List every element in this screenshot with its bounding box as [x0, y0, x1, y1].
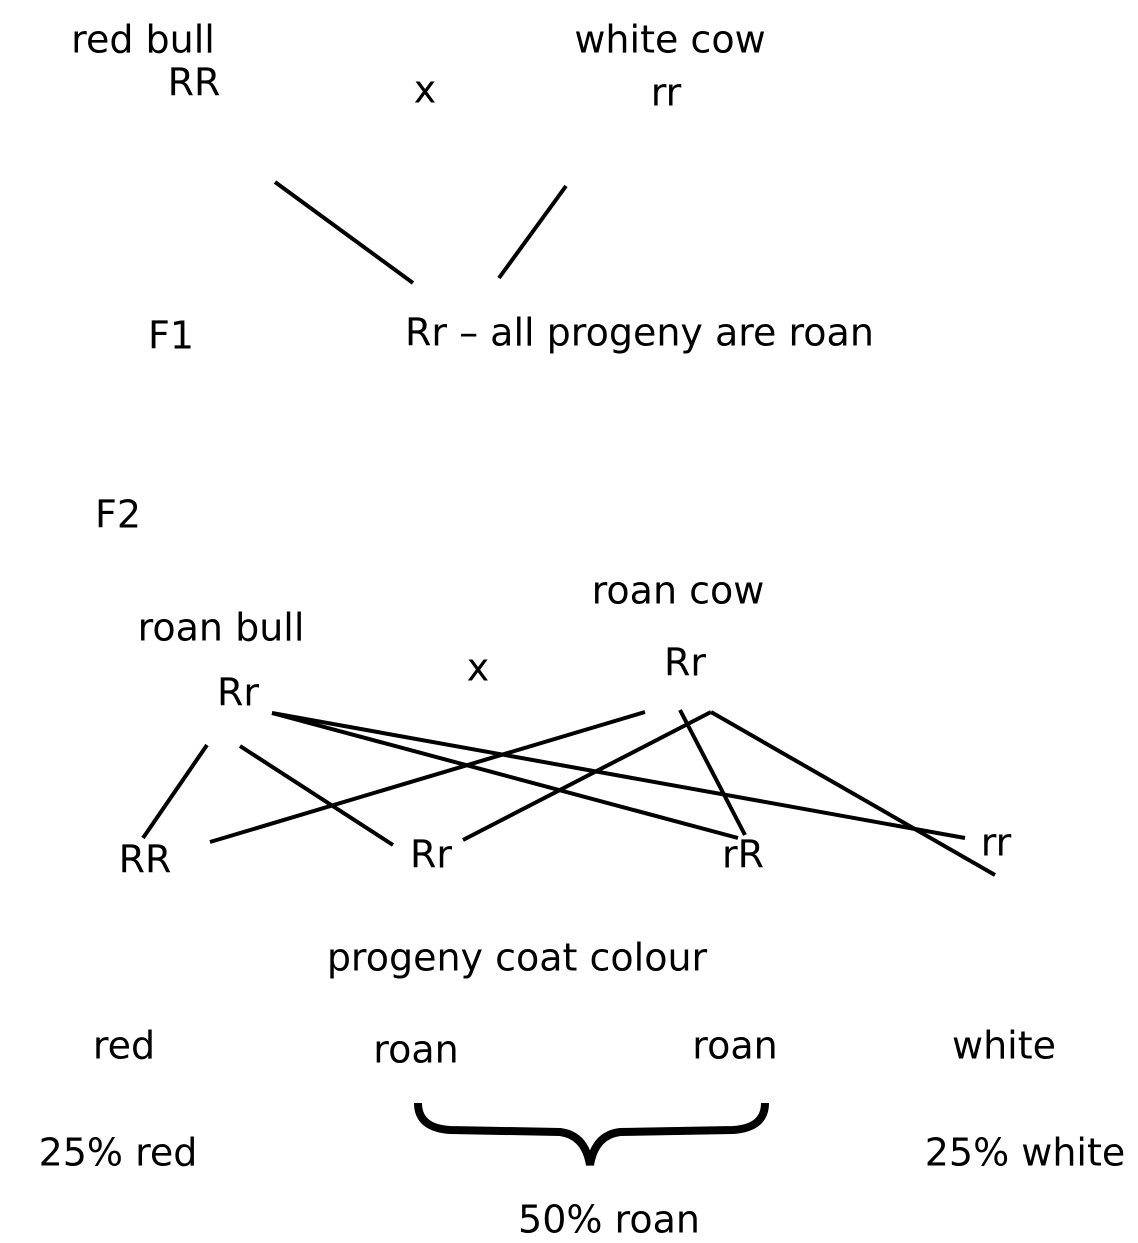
generation-label: F1 — [148, 314, 194, 358]
ratio: 25% white — [925, 1131, 1126, 1175]
colour: white — [952, 1024, 1056, 1068]
genotype: Rr — [217, 671, 259, 715]
label: red bull — [71, 18, 215, 62]
genotype: rr — [651, 71, 682, 115]
ratio: 25% red — [39, 1131, 198, 1175]
cross-sign: x — [414, 68, 437, 112]
label: white cow — [574, 18, 765, 62]
connector — [141, 743, 209, 840]
connector — [497, 184, 568, 280]
offspring: RR — [119, 838, 172, 882]
result: Rr – all progeny are roan — [405, 311, 874, 355]
genotype: RR — [168, 61, 221, 105]
label: roan cow — [592, 569, 765, 613]
colour: red — [93, 1024, 155, 1068]
connector — [271, 711, 739, 840]
offspring: rr — [981, 821, 1012, 865]
connector — [710, 710, 996, 877]
connector — [678, 709, 747, 836]
offspring: rR — [722, 833, 764, 877]
connector — [462, 710, 712, 842]
ratio: 50% roan — [518, 1198, 700, 1242]
label: roan bull — [138, 606, 305, 650]
generation-label: F2 — [95, 493, 141, 537]
connector — [238, 744, 395, 847]
connector — [271, 711, 966, 840]
genotype: Rr — [664, 641, 706, 685]
offspring: Rr — [410, 833, 452, 877]
colour: roan — [692, 1024, 777, 1068]
connector — [209, 710, 646, 844]
brace — [414, 1102, 769, 1166]
connector — [273, 180, 415, 285]
cross-sign: x — [467, 646, 490, 690]
colour: roan — [373, 1028, 458, 1072]
heading: progeny coat colour — [327, 936, 708, 980]
